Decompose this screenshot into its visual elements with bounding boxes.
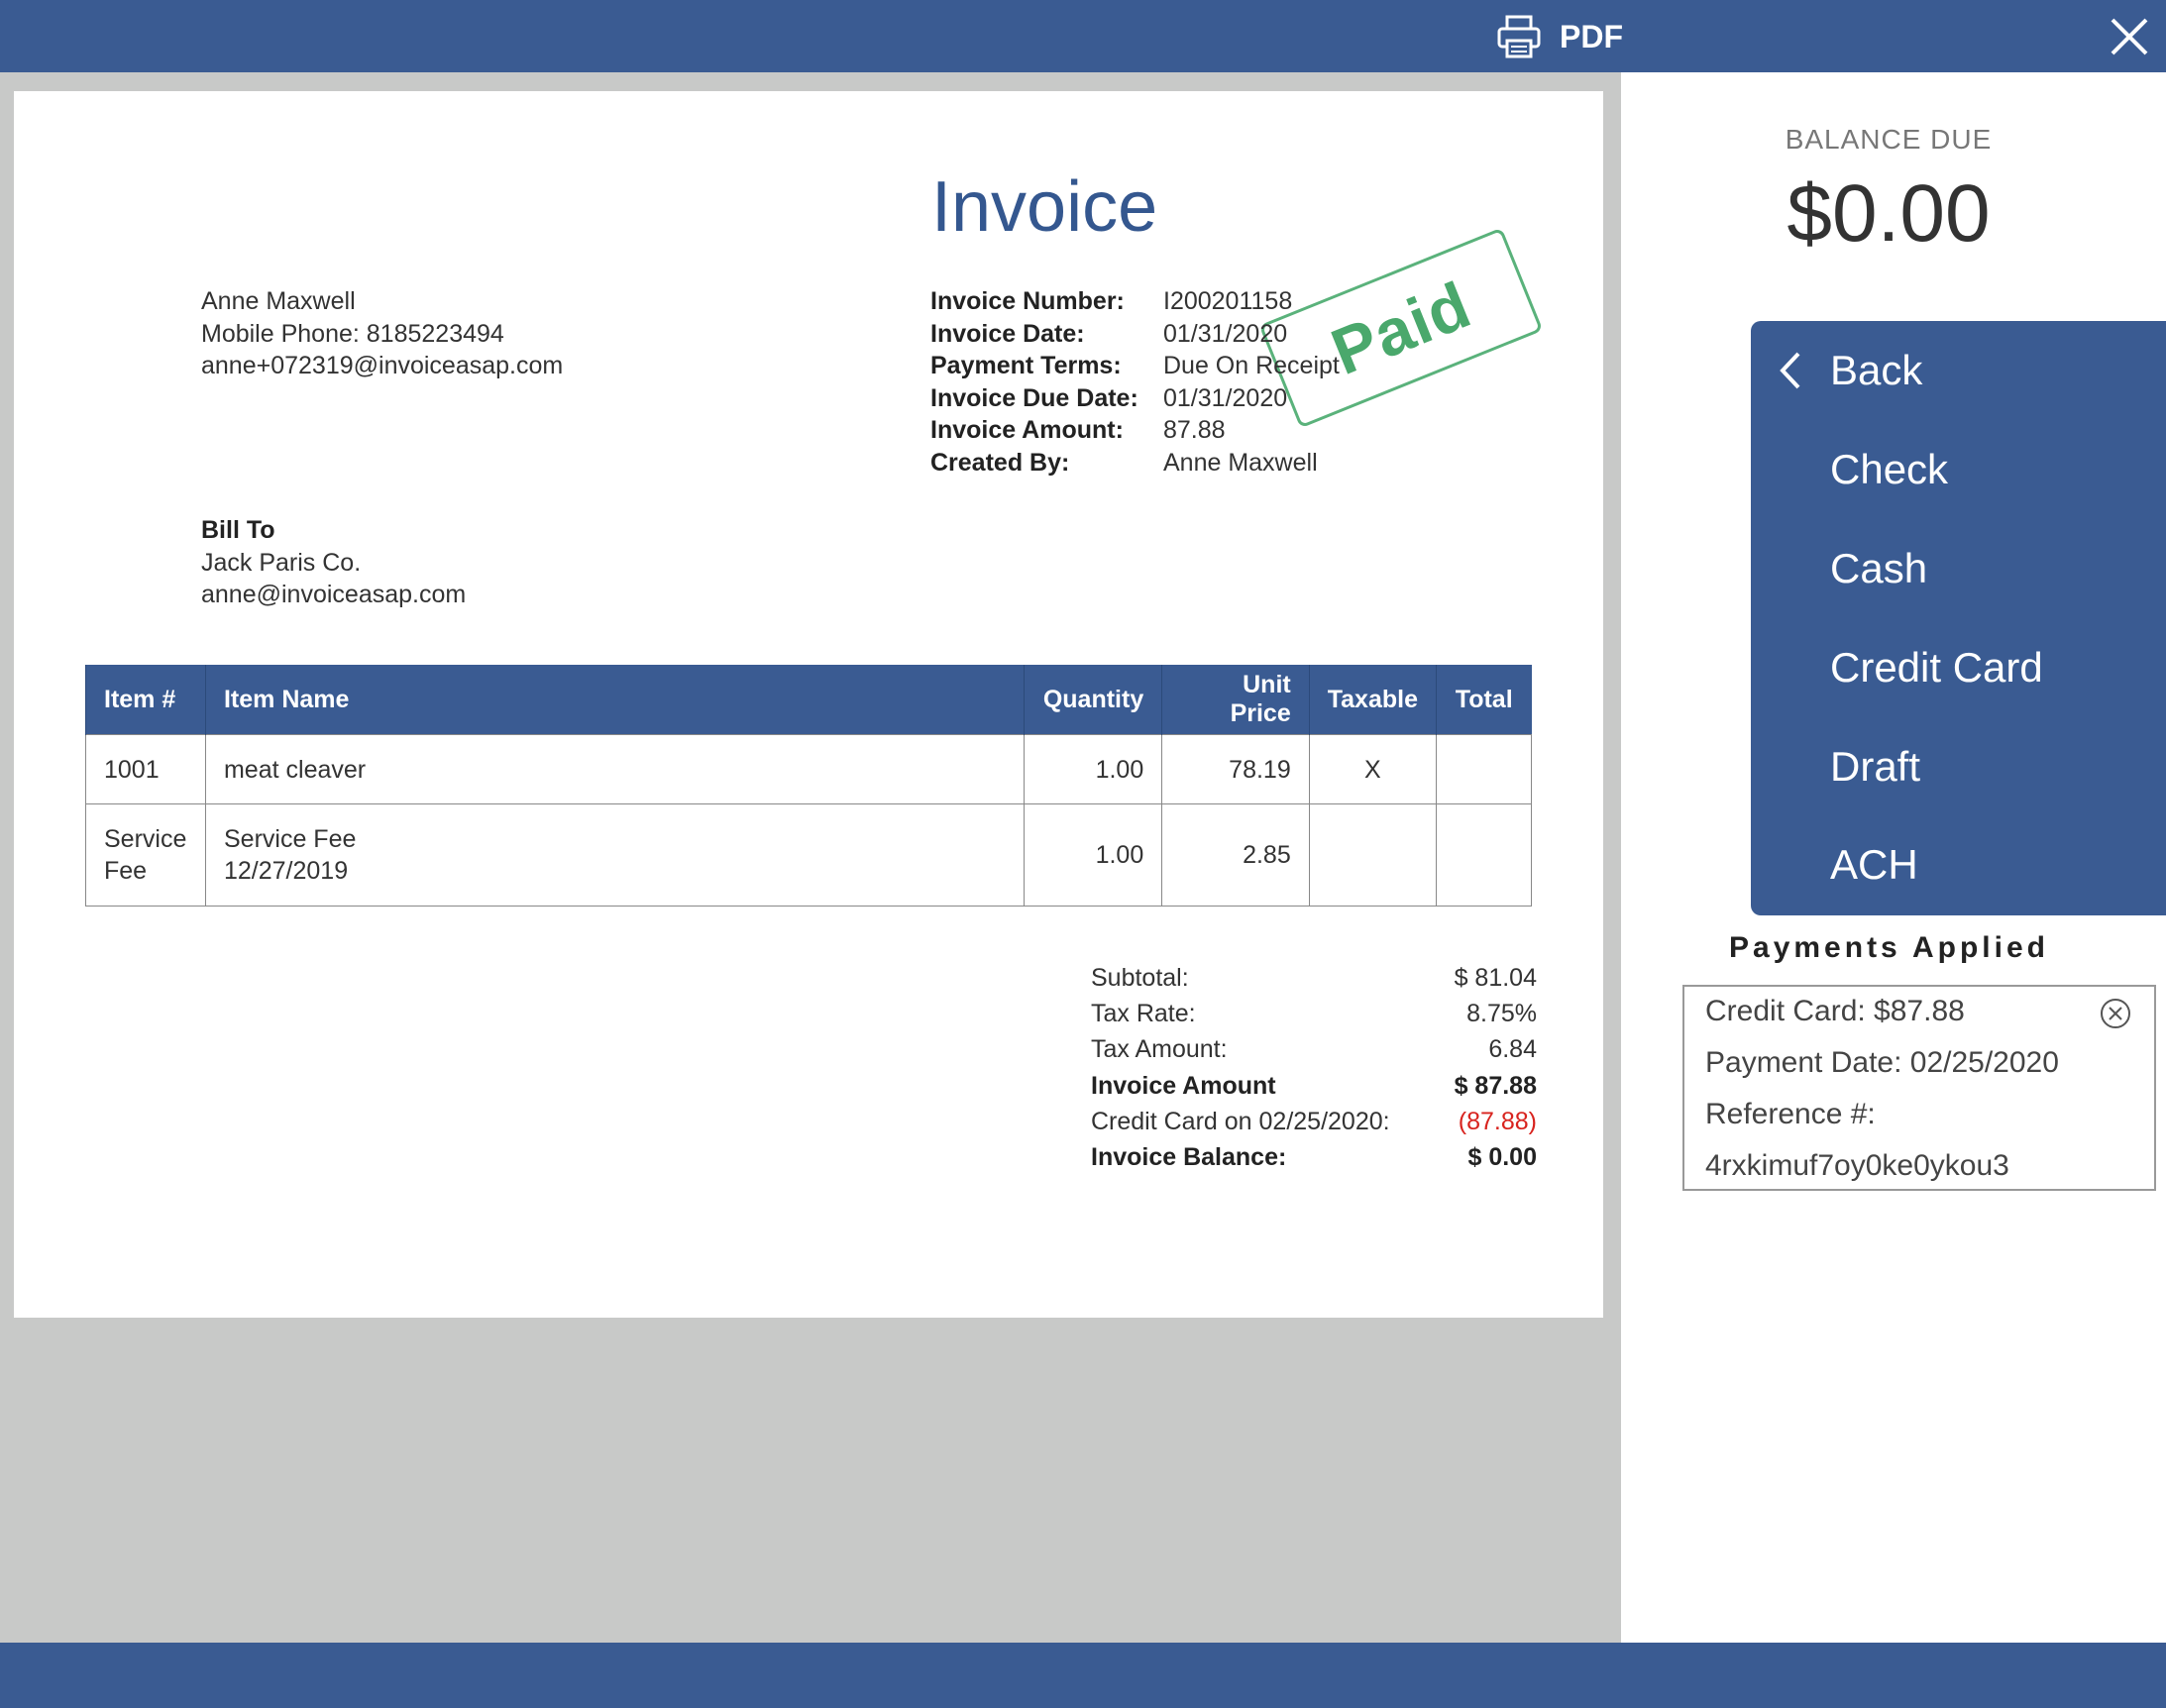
payment-sidebar: BALANCE DUE $0.00 Back Check Cash Credit… [1621, 72, 2166, 1643]
menu-item-draft[interactable]: Draft [1830, 743, 1921, 790]
close-icon [2111, 18, 2148, 55]
meta-row: Invoice Date: 01/31/2020 [930, 318, 1340, 351]
table-row: 1001 meat cleaver 1.00 78.19 X [85, 734, 1533, 804]
cell-item-no: 1001 [85, 734, 206, 804]
invoice-meta: Invoice Number: I200201158 Invoice Date: 0… [930, 285, 1340, 479]
meta-value: 01/31/2020 [1163, 319, 1288, 348]
close-button[interactable] [2107, 14, 2152, 59]
bill-to: Bill To Jack Paris Co. anne@invoiceasap.… [201, 514, 466, 611]
bill-to-name: Jack Paris Co. [201, 548, 362, 577]
cell-taxable: X [1308, 734, 1437, 804]
invoice-document: Invoice Paid Anne Maxwell Mobile Phone: … [14, 91, 1603, 1318]
cell-quantity: 1.00 [1024, 803, 1163, 907]
balance-due-label: BALANCE DUE [1785, 124, 1993, 155]
invoice-title: Invoice [931, 167, 1158, 247]
cell-item-name: meat cleaver [204, 734, 1026, 804]
table-header-row: Item # Item Name Quantity Unit Price Tax… [85, 665, 1532, 735]
cell-unit-price: 2.85 [1161, 803, 1310, 907]
cell-item-name: Service Fee 12/27/2019 [204, 803, 1026, 907]
meta-label: Invoice Date: [930, 319, 1085, 348]
printer-icon [1497, 15, 1541, 58]
col-header-unit-price: Unit Price [1161, 665, 1310, 735]
col-header-total: Total [1435, 665, 1532, 735]
meta-row: Invoice Amount: 87.88 [930, 414, 1340, 447]
meta-value: Anne Maxwell [1163, 448, 1318, 477]
bill-to-email: anne@invoiceasap.com [201, 581, 467, 608]
meta-label: Invoice Number: [930, 287, 1125, 315]
meta-row: Created By: Anne Maxwell [930, 447, 1340, 480]
sender-name: Anne Maxwell [201, 287, 356, 315]
totals-row-tax-rate: Tax Rate: 8.75% [1091, 1000, 1537, 1028]
meta-label: Invoice Amount: [930, 416, 1124, 444]
sender-phone: Mobile Phone: 8185223494 [201, 319, 504, 348]
menu-item-check[interactable]: Check [1830, 446, 1949, 492]
cell-total [1435, 803, 1533, 907]
bill-to-heading: Bill To [201, 516, 275, 544]
balance-due-amount: $0.00 [1787, 168, 1991, 259]
pdf-label: PDF [1560, 18, 1623, 54]
menu-item-credit-card[interactable]: Credit Card [1830, 644, 2043, 691]
payment-card: Credit Card: $87.88 Payment Date: 02/25/… [1682, 985, 2156, 1191]
sender-info: Anne Maxwell Mobile Phone: 8185223494 an… [201, 285, 563, 382]
menu-item-cash[interactable]: Cash [1830, 545, 1928, 591]
payment-method-menu: Back Check Cash Credit Card Draft ACH [1751, 321, 2166, 915]
menu-item-ach[interactable]: ACH [1830, 841, 1918, 888]
cell-unit-price: 78.19 [1161, 734, 1310, 804]
payment-method: Credit Card: $87.88 [1705, 995, 1965, 1027]
meta-label: Payment Terms: [930, 352, 1122, 379]
meta-row: Invoice Number: I200201158 [930, 285, 1340, 318]
pdf-button[interactable]: PDF [1496, 10, 1623, 63]
payments-applied-heading: Payments Applied [1729, 931, 2049, 964]
cell-quantity: 1.00 [1024, 734, 1163, 804]
totals-row-credit-card-payment: Credit Card on 02/25/2020: (87.88) [1091, 1107, 1537, 1135]
payment-reference-label: Reference #: [1705, 1098, 1876, 1130]
meta-value: I200201158 [1163, 287, 1293, 315]
back-button[interactable]: Back [1830, 347, 1923, 393]
totals-row-subtotal: Subtotal: $ 81.04 [1091, 964, 1537, 992]
totals-summary: Subtotal: $ 81.04 Tax Rate: 8.75% Tax Amou… [1091, 960, 1537, 1175]
cell-item-no: Service Fee [85, 803, 206, 907]
col-header-taxable: Taxable [1308, 665, 1437, 735]
meta-value: 01/31/2020 [1163, 383, 1288, 412]
cell-taxable [1308, 803, 1437, 907]
meta-label: Invoice Due Date: [930, 383, 1138, 412]
line-items-table: Item # Item Name Quantity Unit Price Tax… [85, 665, 1533, 907]
totals-row-invoice-balance: Invoice Balance: $ 0.00 [1091, 1143, 1537, 1172]
meta-value: 87.88 [1163, 416, 1226, 444]
payment-date: Payment Date: 02/25/2020 [1705, 1046, 2059, 1079]
meta-row: Payment Terms: Due On Receipt [930, 350, 1340, 382]
cell-total [1435, 734, 1533, 804]
col-header-item-no: Item # [85, 665, 206, 735]
totals-row-tax-amount: Tax Amount: 6.84 [1091, 1035, 1537, 1064]
chevron-left-icon[interactable] [1777, 348, 1804, 393]
col-header-quantity: Quantity [1024, 665, 1162, 735]
table-row: Service Fee Service Fee 12/27/2019 1.00 2.… [85, 803, 1533, 907]
sender-email: anne+072319@invoiceasap.com [201, 352, 564, 379]
bottom-bar [0, 1643, 2166, 1708]
meta-value: Due On Receipt [1163, 352, 1340, 379]
meta-row: Invoice Due Date: 01/31/2020 [930, 382, 1340, 415]
col-header-item-name: Item Name [204, 665, 1025, 735]
top-toolbar: PDF [0, 0, 2166, 72]
payment-reference: 4rxkimuf7oy0ke0ykou3 [1705, 1149, 2009, 1182]
meta-label: Created By: [930, 448, 1070, 477]
paid-stamp-text: Paid [1321, 267, 1481, 389]
remove-payment-icon[interactable] [2099, 997, 2132, 1030]
totals-row-invoice-amount: Invoice Amount $ 87.88 [1091, 1071, 1537, 1100]
